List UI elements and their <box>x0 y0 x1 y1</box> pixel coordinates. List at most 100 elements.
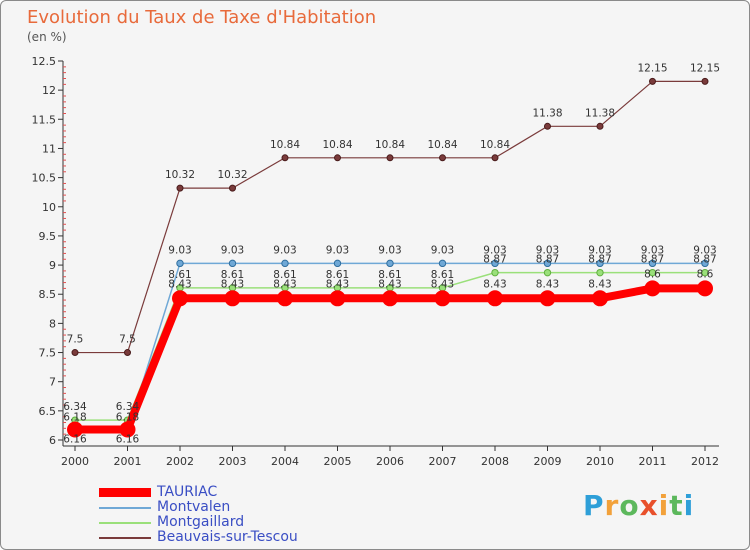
data-label-tauriac: 8.43 <box>431 278 454 290</box>
data-point-beauvais <box>649 77 656 85</box>
data-label-beauvais: 10.84 <box>322 139 352 151</box>
y-tick-label: 8 <box>49 317 56 330</box>
data-point-montgaillard <box>648 268 657 277</box>
x-tick-label: 2002 <box>166 455 194 468</box>
data-label-tauriac: 8.43 <box>168 278 191 290</box>
data-label-tauriac: 8.43 <box>588 278 611 290</box>
data-point-tauriac <box>434 290 451 307</box>
data-label-tauriac: 8.43 <box>536 278 559 290</box>
data-label-montvalen: 9.03 <box>221 244 244 256</box>
data-label-beauvais: 10.84 <box>375 139 405 151</box>
x-tick-label: 2004 <box>271 455 299 468</box>
data-point-tauriac <box>487 290 503 307</box>
data-point-montvalen <box>491 259 499 268</box>
legend-item-montvalen: Montvalen <box>99 500 298 515</box>
data-point-tauriac <box>329 290 346 307</box>
data-label-montvalen: 9.03 <box>693 244 716 256</box>
legend-label-montvalen: Montvalen <box>157 499 231 515</box>
data-point-montvalen <box>176 259 184 268</box>
data-point-montvalen <box>648 259 657 268</box>
logo-letter: o <box>619 489 640 522</box>
data-point-beauvais <box>386 154 394 162</box>
legend-swatch-tauriac <box>99 488 151 497</box>
data-point-beauvais <box>229 184 236 192</box>
chart-legend: TAURIAC Montvalen Montgaillard Beauvais-… <box>99 485 298 545</box>
y-tick-label: 9.5 <box>39 230 57 243</box>
data-label-montvalen: 9.03 <box>168 244 191 256</box>
data-label-montgaillard: 8.87 <box>693 254 716 266</box>
data-point-beauvais <box>701 77 709 85</box>
x-tick-label: 2009 <box>534 455 562 468</box>
data-point-montgaillard <box>596 268 604 277</box>
data-point-montvalen <box>596 259 604 268</box>
data-point-beauvais <box>124 349 131 357</box>
data-point-montvalen <box>228 259 237 268</box>
data-label-montvalen: 9.03 <box>641 244 664 256</box>
chart-unit-label: (en %) <box>27 30 67 44</box>
logo-letter: t <box>669 489 684 522</box>
y-tick-label: 8.5 <box>39 288 57 301</box>
x-tick-label: 2012 <box>691 455 719 468</box>
data-label-beauvais: 10.32 <box>165 169 195 181</box>
x-tick-label: 2003 <box>219 455 247 468</box>
data-label-montvalen: 9.03 <box>378 244 401 256</box>
series-line-beauvais <box>75 80 705 354</box>
legend-label-beauvais: Beauvais-sur-Tescou <box>157 529 298 545</box>
x-tick-label: 2011 <box>639 455 667 468</box>
data-label-beauvais: 10.84 <box>480 139 510 151</box>
data-label-montvalen: 6.16 <box>116 434 140 446</box>
y-tick-label: 7 <box>49 376 56 389</box>
data-point-beauvais <box>491 154 499 162</box>
x-tick-label: 2007 <box>429 455 457 468</box>
data-label-montvalen: 6.16 <box>63 434 87 446</box>
data-point-tauriac <box>277 290 293 307</box>
logo-letter: i <box>683 489 695 522</box>
data-label-montvalen: 9.03 <box>483 244 506 256</box>
legend-label-tauriac: TAURIAC <box>157 484 218 500</box>
data-point-montvalen <box>701 259 709 268</box>
data-point-montvalen <box>281 259 289 268</box>
data-label-tauriac: 8.6 <box>697 268 714 280</box>
data-point-montvalen <box>386 259 394 268</box>
legend-item-tauriac: TAURIAC <box>99 485 298 500</box>
data-label-montgaillard: 8.61 <box>326 269 349 281</box>
x-tick-label: 2008 <box>481 455 509 468</box>
data-point-montvalen <box>543 259 552 268</box>
data-point-tauriac <box>697 280 713 297</box>
data-point-beauvais <box>176 184 184 192</box>
data-point-montgaillard <box>491 268 499 277</box>
data-point-beauvais <box>281 154 289 162</box>
x-tick-label: 2006 <box>376 455 404 468</box>
data-label-beauvais: 10.32 <box>217 169 247 181</box>
data-point-tauriac <box>172 290 188 307</box>
x-tick-label: 2010 <box>586 455 614 468</box>
data-point-beauvais <box>544 122 551 130</box>
legend-swatch-beauvais <box>99 536 151 539</box>
data-label-montvalen: 9.03 <box>431 244 454 256</box>
data-point-tauriac <box>539 290 556 307</box>
data-point-tauriac <box>382 290 398 307</box>
y-tick-label: 6.5 <box>39 405 57 418</box>
data-label-beauvais: 10.84 <box>427 139 457 151</box>
data-point-tauriac <box>119 421 136 438</box>
legend-item-montgaillard: Montgaillard <box>99 515 298 530</box>
y-tick-label: 10 <box>42 201 56 214</box>
data-point-beauvais <box>71 349 79 357</box>
data-label-tauriac: 6.18 <box>116 412 139 424</box>
data-label-tauriac: 8.43 <box>378 278 401 290</box>
data-point-tauriac <box>592 290 608 307</box>
data-label-tauriac: 8.43 <box>326 278 349 290</box>
data-label-montgaillard: 8.61 <box>378 269 401 281</box>
data-label-beauvais: 10.84 <box>270 139 300 151</box>
y-tick-label: 11.5 <box>32 113 57 126</box>
x-tick-label: 2001 <box>114 455 142 468</box>
series-line-tauriac <box>75 284 705 434</box>
x-tick-label: 2005 <box>324 455 352 468</box>
data-point-tauriac <box>644 280 661 297</box>
proxiti-logo[interactable]: Proxiti <box>583 489 694 522</box>
chart-title: Evolution du Taux de Taxe d'Habitation <box>27 7 377 28</box>
y-tick-label: 12.5 <box>32 55 57 68</box>
x-tick-label: 2000 <box>61 455 89 468</box>
